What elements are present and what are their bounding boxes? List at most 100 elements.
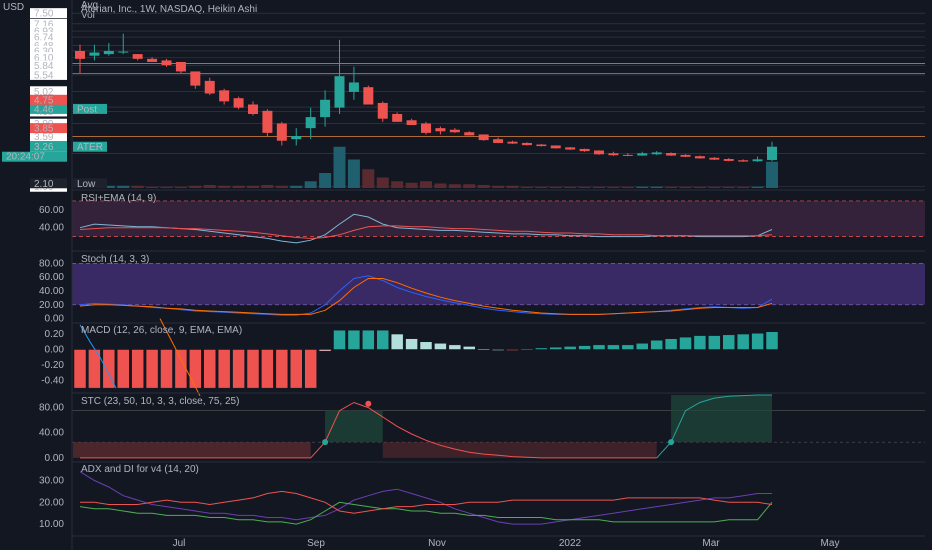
volume-bar [520,186,533,188]
stc-fill-low-2 [382,442,657,458]
macd-histogram-bar [217,349,231,389]
macd-histogram-bar [102,349,116,389]
macd-histogram-bar [664,338,678,350]
adx-title: ADX and DI for v4 (14, 20) [81,464,199,475]
macd-histogram-bar [693,335,707,350]
volume-bar [261,185,274,188]
candle-body [608,153,619,156]
adx-line [79,471,772,525]
volume-bar [448,184,461,188]
stoch-y-tick: 80.00 [39,258,64,269]
volume-bar [751,186,764,188]
volume-bar [232,185,245,188]
low-badge-value-box [30,178,67,189]
price-tick-box [30,131,67,142]
macd-histogram-bar [751,333,764,350]
candle-body [320,99,331,118]
stc-fill-high [671,395,772,443]
price-y-tick: 7.16 [34,19,54,30]
candle-body [666,153,677,156]
macd-histogram-bar [73,349,87,389]
volume-bar [362,169,375,188]
macd-histogram-bar [607,344,620,350]
volume-bar [275,185,288,188]
macd-y-tick: 0.20 [45,329,65,340]
macd-histogram-bar [578,345,591,350]
volume-bar [549,186,562,188]
macd-histogram-bar [520,348,534,350]
macd-y-tick: -0.40 [41,375,64,386]
candle-body [435,128,446,132]
macd-y-tick: 0.00 [45,345,65,356]
volume-bar [218,185,231,188]
candle-body [507,141,518,144]
candle-body [161,60,172,66]
volume-bar [347,159,360,188]
red-badge-b-value-box [30,123,67,134]
candle-body [594,150,604,155]
price-tick-box [30,8,67,19]
rsi-band [72,200,925,237]
macd-histogram-bar [333,329,346,350]
macd-histogram-bar [160,349,173,389]
candle-body [291,136,302,140]
volume-bar [636,186,649,188]
price-tick-box [30,40,67,51]
macd-histogram-bar [419,341,433,350]
countdown-value: 20:24:07 [6,152,45,163]
candle-body [392,113,403,122]
ticker-badge-label: ATER [77,142,103,153]
macd-histogram-bar [318,349,332,352]
candle-body [637,153,648,156]
x-axis-tick: Nov [428,538,446,549]
price-tick-box [30,69,67,80]
volume-bar [290,185,303,188]
macd-line [79,324,117,389]
price-y-tick: 6.30 [34,46,54,57]
macd-histogram-bar [390,333,404,350]
macd-histogram-bar [448,344,462,350]
low-badge-label: Low [77,179,96,190]
candle-body [709,157,720,160]
price-y-tick: 6.10 [34,53,54,64]
macd-histogram-bar [405,338,418,350]
post-badge-label: Post [77,104,97,115]
macd-histogram-bar [636,343,649,350]
candle-body [334,76,345,108]
candle-body [89,52,100,56]
stc-y-tick: 0.00 [45,453,65,464]
macd-histogram-bar [592,344,606,350]
macd-histogram-bar [145,349,159,389]
currency-label[interactable]: USD [3,2,24,13]
volume-bar [564,186,577,188]
volume-bar [737,186,750,188]
candle-body [406,120,417,125]
macd-histogram-bar [376,329,389,350]
volume-bar [174,186,187,188]
macd-histogram-bar [203,349,216,389]
x-axis-tick: 2022 [559,538,582,549]
adx-y-tick: 30.00 [39,475,64,486]
price-tick-box [30,32,67,43]
ticker-badge-value: 3.26 [34,142,54,153]
post-badge-value-box [30,103,67,114]
candle-body [363,87,374,105]
macd-histogram-bar [679,336,692,350]
candle-body [248,104,258,114]
volume-bar [304,181,317,188]
candle-body [103,50,114,55]
volume-bar [665,186,678,188]
red-badge-b-value: 3.85 [34,124,54,135]
macd-histogram-bar [765,331,779,350]
macd-histogram-bar [261,349,274,389]
macd-histogram-bar [131,349,144,389]
price-tick-box [30,86,67,97]
candle-body [421,123,431,133]
macd-histogram-bar [117,349,130,389]
ticker-badge-value-box [30,141,67,152]
macd-histogram-bar [232,349,245,389]
macd-histogram-bar [477,348,490,350]
macd-histogram-bar [174,349,188,389]
macd-histogram-bar [362,329,375,350]
volume-bar [160,186,173,188]
